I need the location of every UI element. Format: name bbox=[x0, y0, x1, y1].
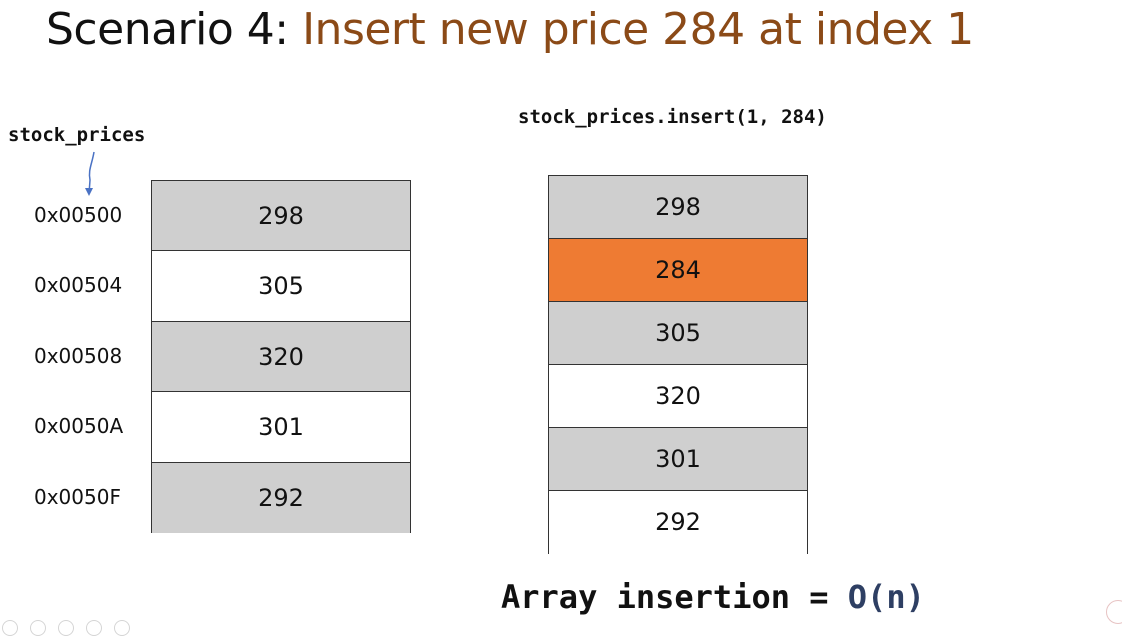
complexity-value: O(n) bbox=[847, 578, 925, 616]
memory-address: 0x0050F bbox=[34, 484, 121, 509]
memory-address: 0x00504 bbox=[34, 273, 123, 298]
array-cell: 292 bbox=[152, 462, 410, 533]
control-dot-icon bbox=[30, 620, 46, 636]
after-array: 298 284 305 320 301 292 bbox=[548, 175, 808, 555]
memory-address: 0x00500 bbox=[34, 203, 123, 227]
control-dot-icon bbox=[2, 620, 18, 636]
memory-address: 0x0050A bbox=[34, 414, 124, 439]
variable-label: stock_prices bbox=[8, 124, 146, 146]
control-dot-icon bbox=[114, 620, 130, 636]
slide-title: Scenario 4: Insert new price 284 at inde… bbox=[46, 4, 974, 55]
complexity-label: Array insertion = bbox=[501, 578, 848, 616]
array-cell: 298 bbox=[549, 176, 807, 240]
memory-address: 0x00508 bbox=[34, 343, 123, 368]
code-snippet: stock_prices.insert(1, 284) bbox=[518, 106, 827, 128]
title-prefix: Scenario 4: bbox=[46, 4, 303, 55]
array-cell: 305 bbox=[549, 302, 807, 366]
title-highlight: Insert new price 284 at index 1 bbox=[302, 4, 974, 55]
complexity-note: Array insertion = O(n) bbox=[501, 578, 925, 616]
array-cell: 305 bbox=[152, 251, 410, 322]
inserted-array-cell: 284 bbox=[549, 239, 807, 303]
array-cell: 298 bbox=[152, 181, 410, 252]
array-cell: 292 bbox=[549, 491, 807, 555]
array-cell: 301 bbox=[549, 428, 807, 492]
control-dot-icon bbox=[86, 620, 102, 636]
array-cell: 320 bbox=[152, 321, 410, 393]
address-column: 0x00500 0x00504 0x00508 0x0050A 0x0050F bbox=[34, 180, 152, 532]
array-cell: 320 bbox=[549, 365, 807, 429]
slide-controls bbox=[2, 620, 130, 636]
array-cell: 301 bbox=[152, 392, 410, 463]
corner-decoration-icon bbox=[1106, 600, 1122, 624]
control-dot-icon bbox=[58, 620, 74, 636]
before-array: 298 305 320 301 292 bbox=[151, 180, 411, 533]
pointer-arrow-icon bbox=[85, 151, 95, 196]
